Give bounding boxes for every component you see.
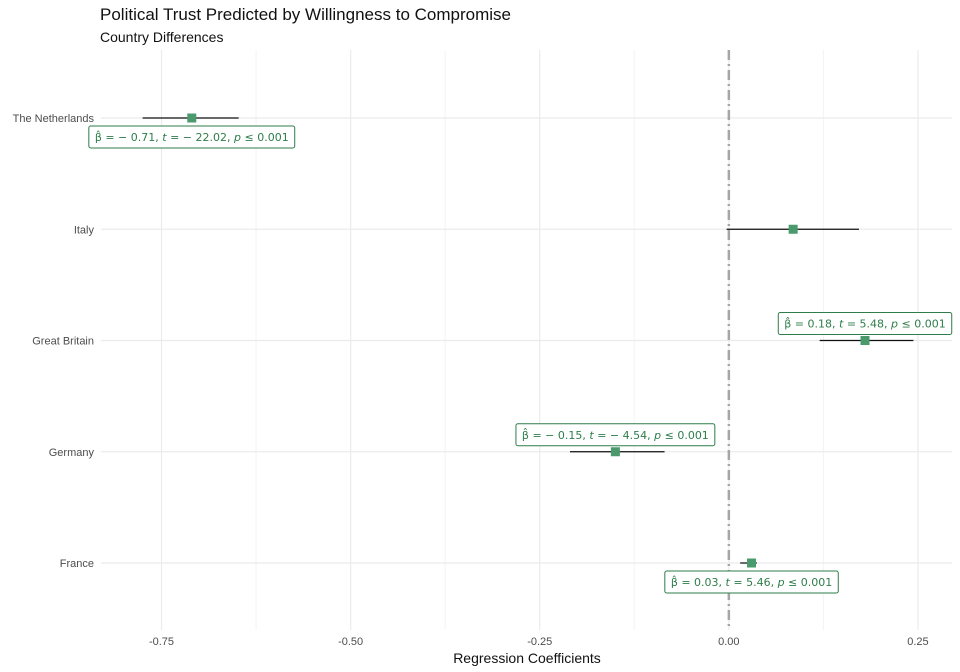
estimate-point: [747, 558, 757, 568]
chart-subtitle: Country Differences: [100, 29, 224, 45]
estimate-point: [860, 336, 870, 345]
estimate-points: [187, 113, 870, 568]
y-tick-label: Italy: [74, 224, 95, 236]
coefficient-label-box: [777, 312, 953, 335]
x-tick-label: -0.25: [527, 636, 552, 648]
coefficient-label-box: [664, 570, 839, 594]
coefficient-label: β̂ = − 0.15, t = − 4.54, p ≤ 0.001: [515, 423, 716, 447]
coefficient-label-text: β̂ = 0.18, t = 5.48, p ≤ 0.001: [784, 316, 945, 330]
y-tick-label: The Netherlands: [13, 113, 95, 125]
y-tick-labels: The Netherlands Italy Great Britain Germany…: [13, 113, 95, 570]
estimate-point: [610, 447, 620, 457]
y-tick-label: Great Britain: [32, 336, 94, 348]
chart-title: Political Trust Predicted by Willingness…: [100, 5, 511, 24]
coefficient-label-box: [515, 423, 716, 447]
x-tick-labels: -0.75 -0.50 -0.25 0.00 0.25: [149, 636, 929, 648]
coefficient-label: β̂ = 0.18, t = 5.48, p ≤ 0.001: [777, 312, 953, 335]
x-tick-label: -0.75: [149, 636, 174, 648]
x-tick-label: 0.25: [907, 636, 928, 648]
x-axis-label: Regression Coefficients: [453, 650, 601, 666]
y-tick-label: France: [60, 558, 94, 570]
coefficient-label: β̂ = − 0.71, t = − 22.02, p ≤ 0.001: [88, 125, 296, 149]
coefficient-labels: β̂ = − 0.71, t = − 22.02, p ≤ 0.001 β̂ = …: [88, 125, 953, 594]
x-tick-label: 0.00: [718, 636, 739, 648]
estimate-point: [788, 224, 798, 234]
coefficient-label: β̂ = 0.03, t = 5.46, p ≤ 0.001: [664, 570, 839, 594]
y-tick-label: Germany: [49, 447, 95, 459]
coefficient-label-text: β̂ = − 0.71, t = − 22.02, p ≤ 0.001: [95, 130, 289, 144]
estimate-point: [187, 113, 197, 123]
x-tick-label: -0.50: [338, 636, 363, 648]
coefficient-label-text: β̂ = 0.03, t = 5.46, p ≤ 0.001: [671, 575, 832, 589]
coefficient-label-text: β̂ = − 0.15, t = − 4.54, p ≤ 0.001: [522, 428, 709, 442]
coefficient-label-box: [88, 125, 296, 149]
